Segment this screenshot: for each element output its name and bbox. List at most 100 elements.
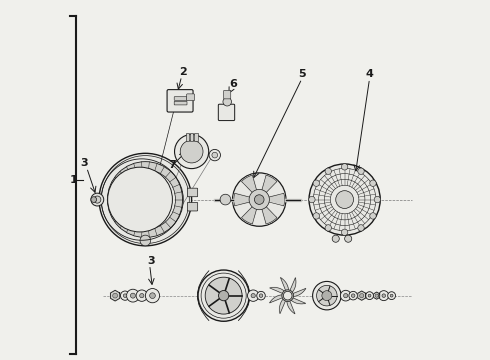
Circle shape: [368, 294, 371, 297]
Circle shape: [136, 290, 147, 301]
Circle shape: [358, 225, 364, 231]
Bar: [186, 133, 189, 141]
Circle shape: [342, 164, 348, 170]
Polygon shape: [253, 199, 266, 222]
Circle shape: [257, 291, 265, 300]
Text: 4: 4: [366, 69, 374, 79]
Text: 3: 3: [81, 158, 88, 168]
Polygon shape: [253, 177, 266, 199]
FancyBboxPatch shape: [187, 202, 197, 211]
Text: 5: 5: [298, 69, 306, 79]
FancyBboxPatch shape: [187, 188, 197, 197]
Circle shape: [126, 289, 139, 302]
FancyBboxPatch shape: [219, 104, 235, 121]
Polygon shape: [279, 296, 288, 314]
Circle shape: [259, 294, 263, 297]
Polygon shape: [288, 288, 306, 297]
Circle shape: [108, 167, 172, 232]
Text: 7: 7: [169, 159, 176, 170]
Circle shape: [212, 152, 218, 158]
FancyBboxPatch shape: [187, 94, 195, 101]
Circle shape: [322, 291, 332, 301]
Circle shape: [220, 194, 231, 205]
Circle shape: [390, 294, 393, 297]
Polygon shape: [242, 199, 259, 224]
Polygon shape: [270, 295, 288, 303]
Text: 2: 2: [179, 67, 187, 77]
Circle shape: [209, 149, 220, 161]
Circle shape: [342, 229, 348, 235]
Polygon shape: [242, 175, 259, 199]
Text: 6: 6: [229, 80, 237, 90]
Circle shape: [370, 213, 376, 219]
Bar: [194, 133, 197, 141]
Circle shape: [107, 162, 183, 238]
Circle shape: [366, 292, 373, 300]
Circle shape: [205, 277, 242, 314]
Circle shape: [99, 153, 192, 246]
Circle shape: [219, 291, 229, 301]
Circle shape: [358, 168, 364, 175]
Polygon shape: [111, 290, 120, 301]
Circle shape: [375, 294, 378, 297]
Circle shape: [313, 213, 319, 219]
Circle shape: [121, 291, 130, 300]
Polygon shape: [259, 199, 277, 224]
Circle shape: [360, 293, 364, 298]
Circle shape: [332, 235, 339, 242]
Circle shape: [130, 293, 135, 298]
FancyBboxPatch shape: [223, 90, 231, 99]
Circle shape: [149, 293, 155, 298]
Circle shape: [131, 186, 159, 213]
Circle shape: [249, 189, 270, 210]
Polygon shape: [287, 296, 295, 314]
Circle shape: [382, 294, 386, 297]
Polygon shape: [280, 278, 289, 296]
Polygon shape: [234, 193, 259, 206]
Circle shape: [91, 197, 97, 202]
Circle shape: [309, 196, 315, 203]
Polygon shape: [288, 296, 306, 304]
Circle shape: [140, 293, 144, 298]
Circle shape: [370, 180, 376, 186]
Polygon shape: [237, 183, 259, 199]
Circle shape: [374, 196, 381, 203]
Circle shape: [379, 291, 389, 301]
Polygon shape: [259, 183, 281, 199]
Circle shape: [313, 180, 319, 186]
Circle shape: [122, 176, 169, 223]
Polygon shape: [259, 199, 281, 216]
Text: 1: 1: [70, 175, 78, 185]
Polygon shape: [259, 175, 277, 199]
Polygon shape: [288, 278, 296, 296]
Circle shape: [174, 134, 209, 168]
Polygon shape: [270, 287, 288, 296]
Circle shape: [180, 140, 203, 163]
Circle shape: [349, 291, 357, 300]
Circle shape: [325, 168, 331, 175]
Circle shape: [317, 285, 337, 306]
Circle shape: [283, 291, 292, 300]
Polygon shape: [259, 193, 285, 206]
Circle shape: [254, 195, 264, 204]
Text: 3: 3: [147, 256, 155, 266]
FancyBboxPatch shape: [174, 97, 187, 100]
Circle shape: [325, 225, 331, 231]
Circle shape: [94, 196, 101, 203]
Polygon shape: [237, 199, 259, 216]
Circle shape: [233, 173, 286, 226]
Polygon shape: [358, 291, 366, 300]
Circle shape: [341, 290, 351, 301]
Circle shape: [336, 191, 353, 208]
Circle shape: [351, 294, 355, 297]
Circle shape: [282, 290, 294, 302]
Circle shape: [113, 293, 118, 298]
Circle shape: [223, 98, 231, 106]
Circle shape: [251, 293, 255, 298]
Circle shape: [123, 294, 127, 297]
Circle shape: [247, 290, 259, 301]
FancyBboxPatch shape: [167, 90, 193, 112]
Circle shape: [344, 235, 352, 242]
Circle shape: [388, 292, 395, 300]
FancyBboxPatch shape: [174, 102, 187, 105]
